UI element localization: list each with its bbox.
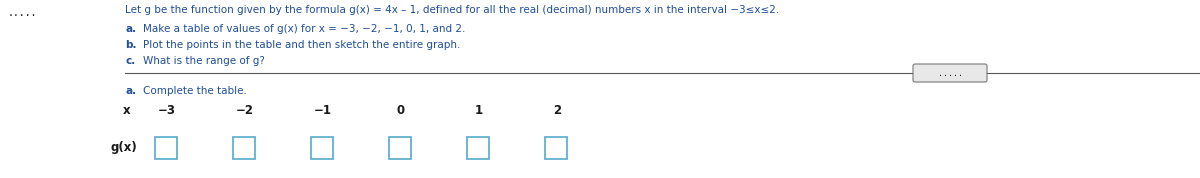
Text: −1: −1 — [314, 103, 332, 116]
Text: Let g be the function given by the formula g(x) = 4x – 1, defined for all the re: Let g be the function given by the formu… — [125, 5, 779, 15]
Text: 0: 0 — [397, 103, 406, 116]
FancyBboxPatch shape — [155, 137, 178, 159]
Text: 1: 1 — [475, 103, 484, 116]
Text: c.: c. — [125, 56, 136, 66]
Text: 2: 2 — [553, 103, 562, 116]
Text: −3: −3 — [158, 103, 176, 116]
Text: a.: a. — [125, 24, 136, 34]
FancyBboxPatch shape — [913, 64, 988, 82]
Text: b.: b. — [125, 40, 137, 50]
Text: .....: ..... — [8, 8, 37, 18]
Text: .....: ..... — [937, 69, 962, 77]
Text: Make a table of values of g(x) for x = −3, −2, −1, 0, 1, and 2.: Make a table of values of g(x) for x = −… — [143, 24, 466, 34]
FancyBboxPatch shape — [545, 137, 568, 159]
Text: −2: −2 — [236, 103, 254, 116]
Text: a.: a. — [125, 86, 136, 96]
Text: What is the range of g?: What is the range of g? — [143, 56, 265, 66]
Text: g(x): g(x) — [110, 142, 137, 155]
Text: x: x — [124, 103, 131, 116]
FancyBboxPatch shape — [311, 137, 334, 159]
FancyBboxPatch shape — [233, 137, 256, 159]
Text: Complete the table.: Complete the table. — [143, 86, 247, 96]
Text: Plot the points in the table and then sketch the entire graph.: Plot the points in the table and then sk… — [143, 40, 461, 50]
FancyBboxPatch shape — [467, 137, 490, 159]
FancyBboxPatch shape — [389, 137, 410, 159]
